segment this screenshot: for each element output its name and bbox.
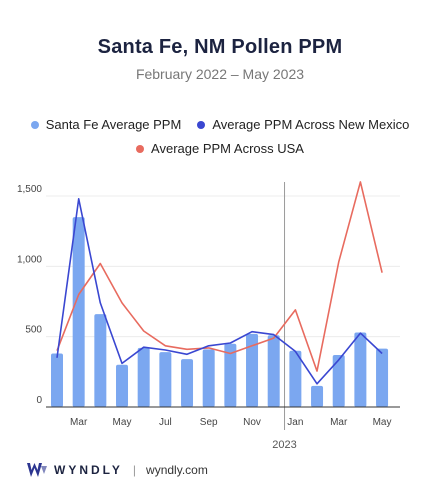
bar-santa-fe bbox=[332, 354, 345, 407]
legend-row-1: Santa Fe Average PPM Average PPM Across … bbox=[0, 117, 440, 132]
x-tick-label: May bbox=[113, 417, 132, 428]
legend-label-santa-fe: Santa Fe Average PPM bbox=[45, 117, 182, 132]
year-label: 2023 bbox=[272, 439, 296, 451]
bar-santa-fe bbox=[202, 349, 215, 407]
bar-santa-fe bbox=[94, 314, 107, 407]
bar-santa-fe bbox=[72, 217, 85, 407]
brand-name: WYNDLY bbox=[54, 463, 123, 477]
footer-url[interactable]: wyndly.com bbox=[146, 463, 208, 477]
bar-santa-fe bbox=[224, 343, 237, 407]
x-tick-label: Mar bbox=[330, 417, 348, 428]
bar-santa-fe bbox=[267, 335, 280, 407]
grid-layer bbox=[46, 182, 400, 430]
footer-separator: | bbox=[132, 463, 137, 477]
legend-swatch-usa bbox=[136, 144, 145, 153]
bar-santa-fe bbox=[159, 352, 172, 407]
bar-santa-fe bbox=[289, 350, 302, 407]
legend-label-new-mexico: Average PPM Across New Mexico bbox=[212, 117, 410, 132]
line-usa bbox=[56, 181, 383, 372]
x-tick-label: Jan bbox=[287, 417, 303, 428]
legend-swatch-santa-fe bbox=[30, 120, 39, 129]
bar-santa-fe bbox=[51, 353, 63, 407]
bars-layer bbox=[51, 217, 389, 407]
x-tick-label: Jul bbox=[159, 417, 172, 428]
line-new-mexico bbox=[56, 198, 383, 385]
x-tick-label: May bbox=[373, 417, 392, 428]
bar-santa-fe bbox=[116, 364, 129, 407]
legend-row-2: Average PPM Across USA bbox=[0, 141, 440, 156]
footer: WYNDLY | wyndly.com bbox=[26, 462, 208, 478]
y-tick-label: 1,000 bbox=[17, 254, 42, 265]
legend-item-new-mexico: Average PPM Across New Mexico bbox=[197, 117, 409, 132]
x-tick-label: Sep bbox=[200, 417, 218, 428]
x-tick-label: Nov bbox=[243, 417, 261, 428]
lines-layer bbox=[56, 181, 383, 385]
bar-santa-fe bbox=[137, 347, 150, 407]
bar-santa-fe bbox=[181, 359, 194, 407]
chart-title: Santa Fe, NM Pollen PPM bbox=[97, 36, 343, 58]
bar-santa-fe bbox=[376, 348, 389, 407]
axis-layer: 0 500 1,000 1,500 Mar May Jul Sep Nov Jan Mar May 20… bbox=[17, 184, 400, 451]
bar-santa-fe bbox=[246, 333, 259, 407]
x-tick-label: Mar bbox=[70, 417, 88, 428]
wyndly-logo-icon bbox=[27, 463, 47, 477]
legend-label-usa: Average PPM Across USA bbox=[151, 141, 304, 156]
legend-item-santa-fe: Santa Fe Average PPM bbox=[30, 117, 182, 132]
bar-santa-fe bbox=[354, 332, 367, 407]
y-tick-label: 500 bbox=[25, 325, 42, 336]
legend-swatch-new-mexico bbox=[197, 120, 206, 129]
bar-santa-fe bbox=[311, 385, 324, 407]
y-tick-label: 1,500 bbox=[17, 184, 42, 195]
legend-item-usa: Average PPM Across USA bbox=[136, 141, 304, 156]
chart-subtitle: February 2022 – May 2023 bbox=[135, 66, 305, 82]
y-tick-label: 0 bbox=[36, 395, 42, 406]
